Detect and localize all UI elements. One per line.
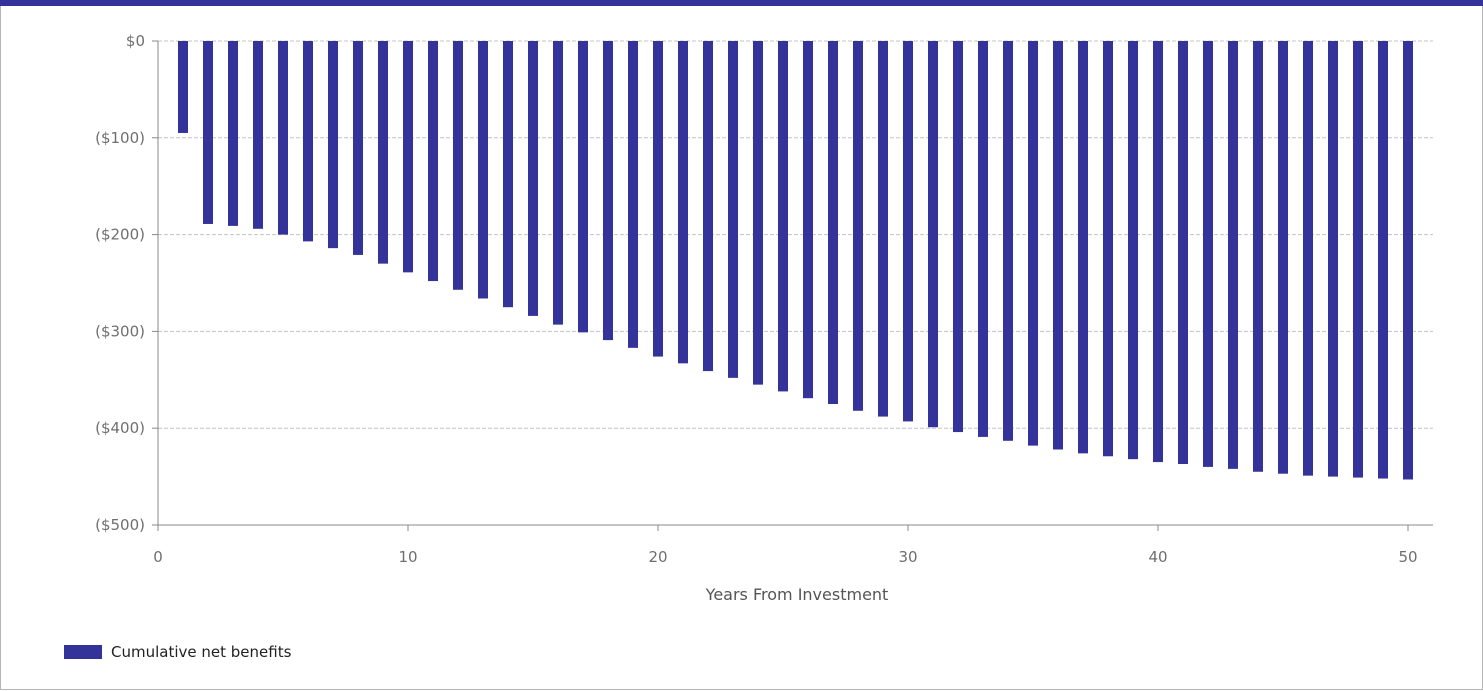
bar bbox=[628, 41, 638, 348]
legend-swatch bbox=[64, 645, 102, 659]
bar bbox=[678, 41, 688, 363]
bar bbox=[853, 41, 863, 411]
bar bbox=[828, 41, 838, 404]
bar bbox=[1153, 41, 1163, 462]
bar bbox=[178, 41, 188, 133]
x-tick-label: 20 bbox=[648, 548, 667, 566]
bar bbox=[1103, 41, 1113, 456]
bar bbox=[328, 41, 338, 248]
bar bbox=[753, 41, 763, 385]
bar bbox=[478, 41, 488, 298]
legend: Cumulative net benefits bbox=[64, 643, 291, 661]
x-tick-label: 30 bbox=[898, 548, 917, 566]
bar bbox=[1078, 41, 1088, 453]
bar bbox=[803, 41, 813, 398]
bar bbox=[778, 41, 788, 391]
bar bbox=[203, 41, 213, 224]
y-tick-label: ($300) bbox=[95, 322, 145, 340]
x-tick-label: 10 bbox=[398, 548, 417, 566]
bar bbox=[1228, 41, 1238, 469]
bar bbox=[1378, 41, 1388, 479]
bar bbox=[1028, 41, 1038, 446]
bar bbox=[978, 41, 988, 437]
y-tick-label: ($400) bbox=[95, 419, 145, 437]
bar bbox=[303, 41, 313, 241]
bar bbox=[1328, 41, 1338, 477]
bar bbox=[1203, 41, 1213, 467]
bar bbox=[1353, 41, 1363, 478]
bar bbox=[1003, 41, 1013, 441]
bar bbox=[878, 41, 888, 417]
bar bbox=[378, 41, 388, 264]
bar bbox=[278, 41, 288, 235]
axes bbox=[152, 41, 1433, 531]
bar bbox=[1178, 41, 1188, 464]
bar bbox=[703, 41, 713, 371]
x-tick-label: 50 bbox=[1398, 548, 1417, 566]
x-axis-title: Years From Investment bbox=[705, 585, 889, 604]
bar bbox=[228, 41, 238, 226]
bar bbox=[728, 41, 738, 378]
bar bbox=[1053, 41, 1063, 449]
x-tick-label: 0 bbox=[153, 548, 163, 566]
bar bbox=[253, 41, 263, 229]
x-tick-labels: 0 10 20 30 40 50 bbox=[153, 548, 1417, 566]
bar bbox=[503, 41, 513, 307]
y-tick-labels: $0 ($100) ($200) ($300) ($400) ($500) bbox=[95, 32, 145, 534]
bar bbox=[653, 41, 663, 357]
bar bbox=[1403, 41, 1413, 480]
bars bbox=[178, 41, 1413, 480]
y-tick-label: ($100) bbox=[95, 129, 145, 147]
bar bbox=[1303, 41, 1313, 476]
bar bbox=[928, 41, 938, 427]
bar bbox=[553, 41, 563, 325]
bar bbox=[403, 41, 413, 272]
y-tick-label: ($500) bbox=[95, 516, 145, 534]
x-tick-label: 40 bbox=[1148, 548, 1167, 566]
bar bbox=[578, 41, 588, 332]
bar bbox=[1278, 41, 1288, 474]
y-tick-label: $0 bbox=[126, 32, 145, 50]
y-tick-label: ($200) bbox=[95, 226, 145, 244]
bar bbox=[353, 41, 363, 255]
bar bbox=[428, 41, 438, 281]
bar bbox=[603, 41, 613, 340]
legend-label: Cumulative net benefits bbox=[111, 643, 291, 661]
bar bbox=[1128, 41, 1138, 459]
bar bbox=[1253, 41, 1263, 472]
bar bbox=[528, 41, 538, 316]
bar bbox=[953, 41, 963, 432]
bar bbox=[903, 41, 913, 421]
bar bbox=[453, 41, 463, 290]
grid-lines bbox=[158, 41, 1433, 428]
